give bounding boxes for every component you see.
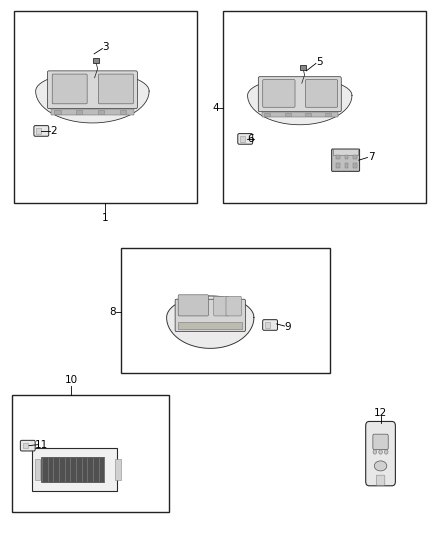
Circle shape: [373, 450, 377, 454]
FancyBboxPatch shape: [258, 77, 341, 112]
Text: 8: 8: [110, 306, 116, 317]
Text: 10: 10: [65, 375, 78, 385]
Bar: [353, 155, 357, 159]
Bar: [36, 128, 41, 134]
Text: 3: 3: [102, 43, 109, 52]
Polygon shape: [167, 296, 254, 349]
FancyBboxPatch shape: [178, 295, 208, 316]
FancyBboxPatch shape: [376, 475, 385, 485]
Bar: [115, 459, 120, 480]
Bar: [223, 11, 426, 203]
Bar: [333, 149, 358, 156]
Bar: [54, 110, 60, 114]
Bar: [336, 155, 339, 159]
Ellipse shape: [374, 461, 387, 471]
Bar: [300, 64, 306, 69]
Text: 9: 9: [285, 321, 291, 332]
Bar: [35, 459, 40, 480]
FancyBboxPatch shape: [175, 299, 245, 332]
Bar: [23, 443, 28, 448]
Bar: [285, 112, 291, 116]
FancyBboxPatch shape: [332, 149, 360, 171]
FancyBboxPatch shape: [214, 296, 229, 316]
FancyBboxPatch shape: [20, 440, 35, 451]
FancyBboxPatch shape: [47, 71, 138, 109]
FancyBboxPatch shape: [34, 126, 49, 136]
Text: 2: 2: [50, 126, 57, 136]
Bar: [178, 321, 242, 329]
Bar: [32, 448, 117, 491]
Bar: [265, 322, 270, 328]
Bar: [325, 112, 331, 116]
Bar: [240, 136, 245, 142]
Bar: [76, 110, 82, 114]
Bar: [336, 164, 339, 167]
Bar: [98, 110, 104, 114]
FancyBboxPatch shape: [99, 74, 134, 104]
Bar: [51, 109, 134, 115]
Bar: [305, 112, 311, 116]
FancyBboxPatch shape: [263, 320, 278, 330]
FancyBboxPatch shape: [263, 80, 295, 107]
FancyBboxPatch shape: [226, 296, 241, 316]
Bar: [41, 457, 104, 482]
Bar: [345, 155, 348, 159]
Circle shape: [379, 450, 382, 454]
Text: 6: 6: [247, 134, 254, 144]
Text: 5: 5: [316, 57, 323, 67]
Text: 11: 11: [35, 440, 48, 450]
Bar: [261, 111, 338, 117]
Bar: [120, 110, 127, 114]
Bar: [14, 11, 197, 203]
FancyBboxPatch shape: [305, 80, 338, 107]
Bar: [121, 248, 330, 373]
Bar: [265, 112, 270, 116]
Bar: [93, 58, 99, 63]
FancyBboxPatch shape: [238, 134, 253, 144]
Text: 12: 12: [374, 408, 387, 418]
FancyBboxPatch shape: [52, 74, 87, 104]
Text: 1: 1: [102, 213, 109, 223]
Circle shape: [385, 450, 388, 454]
FancyBboxPatch shape: [373, 434, 388, 450]
Bar: [353, 164, 357, 167]
Polygon shape: [247, 78, 352, 125]
Bar: [345, 164, 348, 167]
FancyBboxPatch shape: [366, 422, 396, 486]
Bar: [12, 395, 169, 512]
Polygon shape: [36, 72, 149, 123]
Text: 7: 7: [367, 152, 374, 162]
Text: 4: 4: [212, 103, 219, 113]
